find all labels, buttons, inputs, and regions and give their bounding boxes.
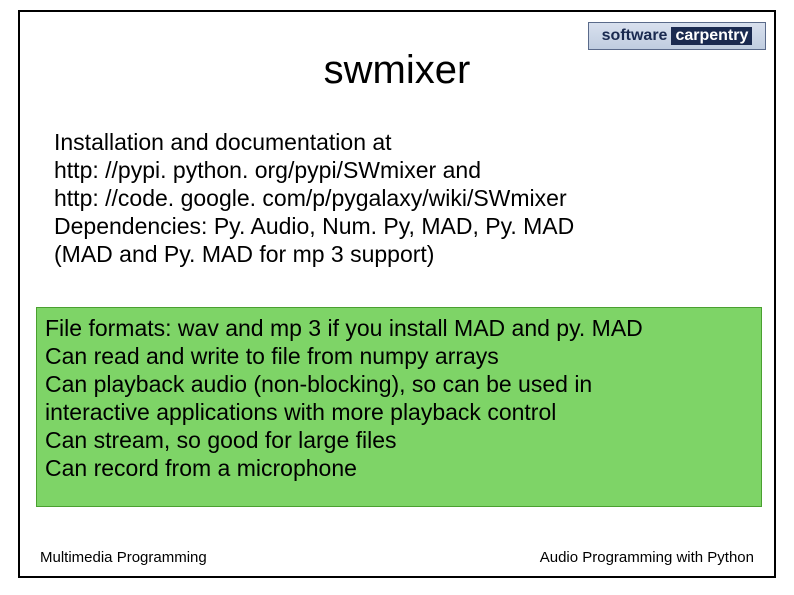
footer-left: Multimedia Programming xyxy=(40,549,207,566)
software-carpentry-logo: software carpentry xyxy=(588,22,766,50)
body-line-1: Installation and documentation at xyxy=(54,128,754,156)
footer-right: Audio Programming with Python xyxy=(540,549,754,566)
slide-title: swmixer xyxy=(20,48,774,93)
highlight-box: File formats: wav and mp 3 if you instal… xyxy=(36,307,762,507)
highlight-line-5: Can stream, so good for large files xyxy=(45,426,753,454)
body-line-5: (MAD and Py. MAD for mp 3 support) xyxy=(54,240,754,268)
highlight-line-4: interactive applications with more playb… xyxy=(45,398,753,426)
body-line-3: http: //code. google. com/p/pygalaxy/wik… xyxy=(54,184,754,212)
body-text: Installation and documentation at http: … xyxy=(54,128,754,268)
highlight-line-1: File formats: wav and mp 3 if you instal… xyxy=(45,314,753,342)
slide-frame: software carpentry swmixer Installation … xyxy=(18,10,776,578)
logo-text-carpentry: carpentry xyxy=(671,27,752,45)
body-line-4: Dependencies: Py. Audio, Num. Py, MAD, P… xyxy=(54,212,754,240)
highlight-line-2: Can read and write to file from numpy ar… xyxy=(45,342,753,370)
highlight-line-3: Can playback audio (non-blocking), so ca… xyxy=(45,370,753,398)
highlight-line-6: Can record from a microphone xyxy=(45,454,753,482)
body-line-2: http: //pypi. python. org/pypi/SWmixer a… xyxy=(54,156,754,184)
logo-text-software: software xyxy=(602,27,668,45)
